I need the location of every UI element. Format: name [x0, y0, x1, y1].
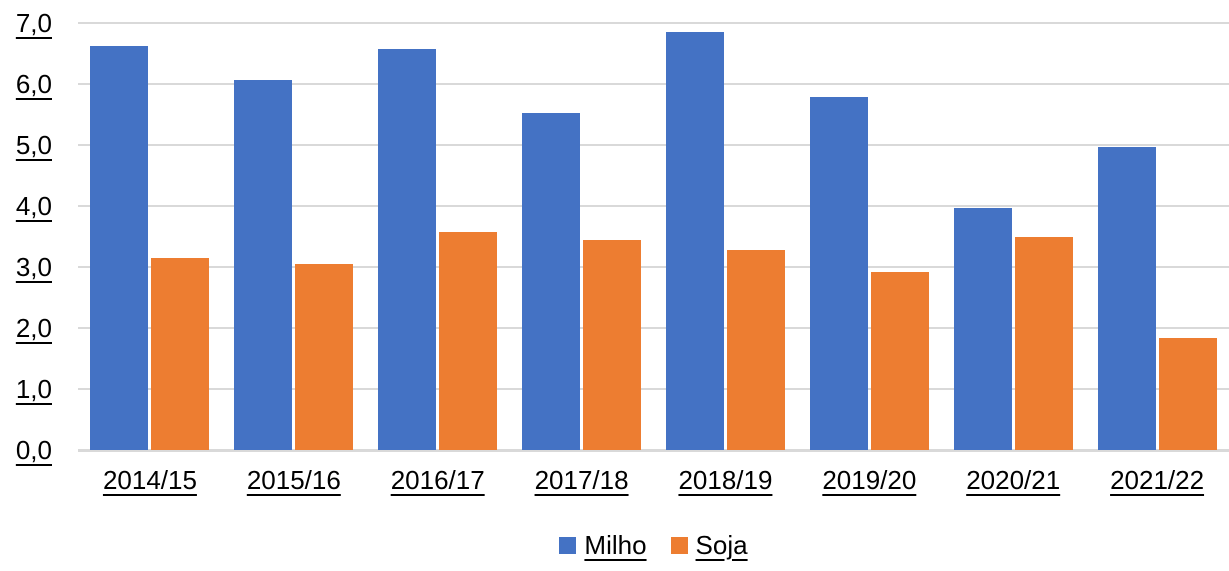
legend-label-soja: Soja	[695, 529, 748, 560]
x-axis-label-2019-20: 2019/20	[822, 465, 917, 495]
y-axis-tick-label-2-0: 2,0	[15, 313, 52, 343]
legend-item-milho: Milho	[559, 529, 647, 561]
bar-group-2015-16	[222, 23, 366, 450]
x-axis-label-2018-19: 2018/19	[678, 465, 773, 495]
bar-group-2020-21	[941, 23, 1085, 450]
bar-soja-2018-19	[726, 249, 785, 450]
bar-group-2017-18	[510, 23, 654, 450]
gridline-5-0	[78, 144, 1229, 146]
x-axis-label-2021-22: 2021/22	[1110, 465, 1205, 495]
y-axis-tick-label-6-0: 6,0	[15, 69, 52, 99]
bar-group-2016-17	[366, 23, 510, 450]
bar-milho-2016-17	[378, 48, 437, 450]
bar-soja-2015-16	[295, 263, 354, 450]
gridline-3-0	[78, 266, 1229, 268]
legend-swatch-icon	[559, 536, 577, 554]
plot-area	[78, 22, 1229, 452]
bar-milho-2021-22	[1097, 147, 1156, 450]
bar-soja-2020-21	[1014, 237, 1073, 450]
legend: Milho Soja	[78, 527, 1229, 563]
bar-milho-2017-18	[522, 113, 581, 450]
bar-group-2021-22	[1085, 23, 1229, 450]
gridline-4-0	[78, 205, 1229, 207]
y-axis-tick-label-1-0: 1,0	[15, 374, 52, 404]
legend-label-milho: Milho	[584, 529, 647, 560]
bar-group-2018-19	[654, 23, 798, 450]
bar-soja-2019-20	[870, 271, 929, 450]
x-axis-label-2020-21: 2020/21	[966, 465, 1061, 495]
gridline-6-0	[78, 83, 1229, 85]
y-axis-tick-label-4-0: 4,0	[15, 191, 52, 221]
y-axis-tick-label-0-0: 0,0	[15, 435, 52, 465]
bar-milho-2018-19	[665, 31, 724, 450]
bar-milho-2015-16	[234, 79, 293, 450]
bar-soja-2017-18	[583, 239, 642, 450]
x-axis-label-2015-16: 2015/16	[246, 465, 341, 495]
legend-swatch-icon	[670, 536, 688, 554]
gridline-7-0	[78, 22, 1229, 24]
bar-soja-2021-22	[1158, 337, 1217, 450]
bar-milho-2020-21	[953, 208, 1012, 450]
bar-group-2014-15	[78, 23, 222, 450]
bar-groups	[78, 23, 1229, 450]
bar-group-2019-20	[797, 23, 941, 450]
bar-soja-2016-17	[439, 231, 498, 450]
gridline-0-0	[78, 448, 1229, 452]
bar-milho-2019-20	[809, 97, 868, 450]
gridline-1-0	[78, 388, 1229, 390]
x-axis-label-2016-17: 2016/17	[390, 465, 485, 495]
x-axis-labels: 2014/15 2015/16 2016/17 2017/18 2018/19 2019/…	[78, 462, 1229, 498]
x-axis-label-2014-15: 2014/15	[102, 465, 197, 495]
y-axis-tick-label-7-0: 7,0	[15, 8, 52, 38]
x-axis-label-2017-18: 2017/18	[534, 465, 629, 495]
gridline-2-0	[78, 327, 1229, 329]
y-axis-tick-label-3-0: 3,0	[15, 252, 52, 282]
bar-milho-2014-15	[90, 46, 149, 450]
legend-item-soja: Soja	[670, 529, 748, 561]
bar-soja-2014-15	[151, 257, 210, 450]
y-axis-tick-label-5-0: 5,0	[15, 130, 52, 160]
